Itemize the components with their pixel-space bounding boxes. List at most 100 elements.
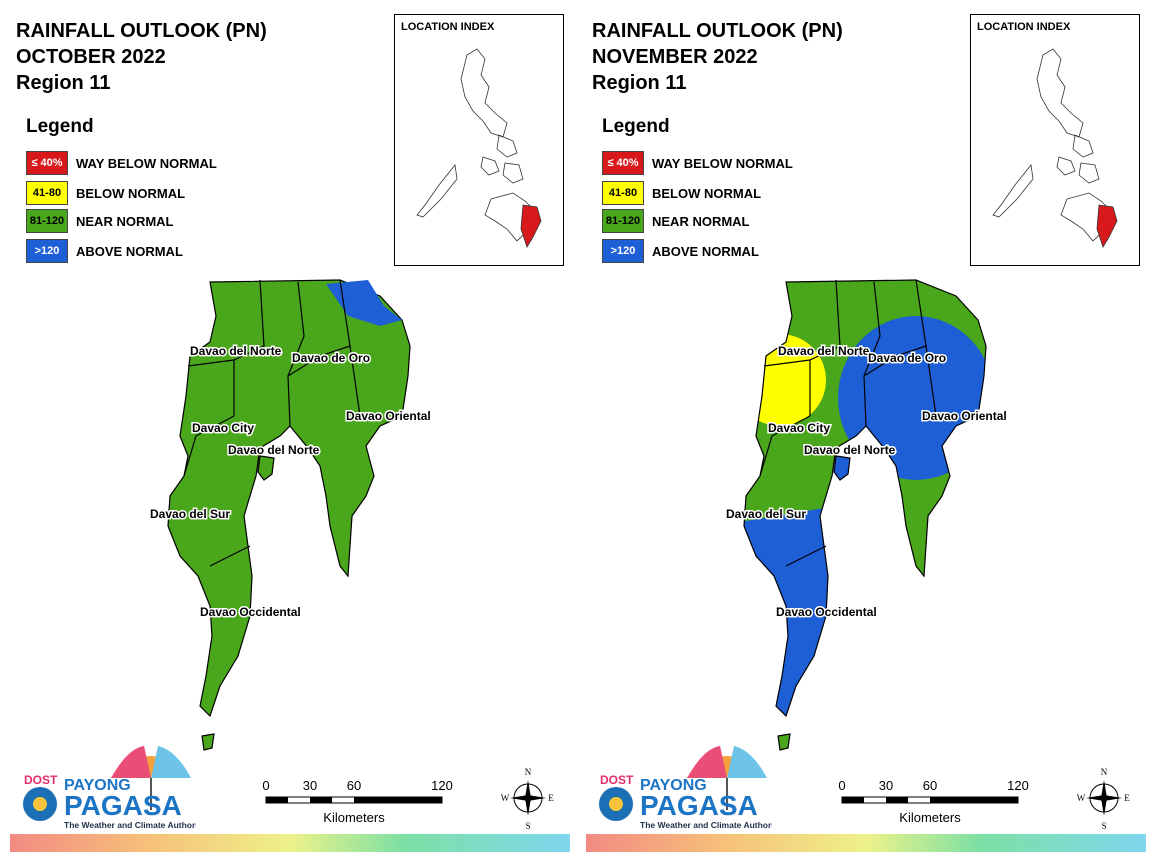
legend-item-near: 81-120 NEAR NORMAL: [602, 208, 750, 234]
inset-title: LOCATION INDEX: [977, 21, 1071, 33]
label-davao-de-oro: Davao de Oro: [292, 351, 370, 365]
label-davao-del-norte-2: Davao del Norte: [804, 443, 896, 457]
region-11-map: Davao del Norte Davao de Oro Davao Orien…: [149, 279, 430, 751]
legend-label: WAY BELOW NORMAL: [652, 155, 793, 171]
legend-swatch: 41-80: [602, 181, 644, 205]
label-davao-de-oro: Davao de Oro: [868, 351, 946, 365]
title-month: OCTOBER 2022: [16, 46, 166, 68]
scale-tick-30: 30: [303, 778, 317, 793]
legend-title: Legend: [602, 116, 670, 137]
title-line1: RAINFALL OUTLOOK (PN): [592, 20, 843, 42]
location-index-inset: LOCATION INDEX: [970, 14, 1140, 266]
province-borders: [759, 279, 937, 567]
above-normal-patch: [326, 280, 402, 326]
legend-label: BELOW NORMAL: [652, 185, 762, 201]
october-panel: RAINFALL OUTLOOK (PN) OCTOBER 2022 Regio…: [10, 14, 570, 852]
legend-swatch: ≤ 40%: [26, 151, 68, 175]
scale-tick-30: 30: [879, 778, 893, 793]
map-title: RAINFALL OUTLOOK (PN) NOVEMBER 2022 Regi…: [592, 18, 843, 96]
legend-label: NEAR NORMAL: [652, 213, 750, 229]
scale-tick-120: 120: [1007, 778, 1029, 793]
region-11-map: Davao del Norte Davao de Oro Davao Orien…: [725, 279, 1006, 751]
compass-n: N: [525, 767, 532, 777]
legend-title: Legend: [26, 116, 94, 137]
label-davao-oriental: Davao Oriental: [922, 409, 1006, 423]
logo-tagline: The Weather and Climate Authority: [64, 820, 196, 830]
inset-title: LOCATION INDEX: [401, 21, 495, 33]
legend-item-above: >120 ABOVE NORMAL: [26, 238, 183, 264]
label-davao-occidental: Davao Occidental: [200, 605, 301, 619]
scale-unit: Kilometers: [323, 810, 385, 825]
legend-swatch: ≤ 40%: [602, 151, 644, 175]
logo-dost: DOST: [24, 773, 58, 787]
compass-w: W: [1077, 793, 1086, 803]
umbrella-icon: DOST PAYONG PAGASA The Weather and Clima…: [23, 746, 205, 830]
samal-island: [257, 455, 275, 481]
legend-swatch: 41-80: [26, 181, 68, 205]
label-davao-oriental: Davao Oriental: [346, 409, 430, 423]
label-davao-del-norte-2: Davao del Norte: [228, 443, 320, 457]
logo-dost: DOST: [600, 773, 634, 787]
scale-bar: 0 30 60 120 Kilometers: [262, 778, 453, 825]
legend-item-near: 81-120 NEAR NORMAL: [26, 208, 174, 234]
location-index-inset: LOCATION INDEX: [394, 14, 564, 266]
scale-bar: 0 30 60 120 Kilometers: [838, 778, 1029, 825]
legend-label: ABOVE NORMAL: [652, 243, 759, 259]
map-title: RAINFALL OUTLOOK (PN) OCTOBER 2022 Regio…: [16, 18, 267, 96]
logo-pagasa: PAGASA: [640, 790, 758, 821]
map-landmass: [167, 279, 411, 718]
philippines-map: [416, 48, 542, 248]
pagasa-logo: DOST PAYONG PAGASA The Weather and Clima…: [16, 740, 205, 835]
legend-item-way-below: ≤ 40% WAY BELOW NORMAL: [26, 150, 217, 176]
samal-island: [833, 455, 851, 481]
legend-label: NEAR NORMAL: [76, 213, 174, 229]
title-region: Region 11: [592, 72, 687, 94]
footer-gradient-bar: [10, 834, 570, 852]
label-davao-city: Davao City: [192, 421, 254, 435]
title-month: NOVEMBER 2022: [592, 46, 758, 68]
scale-tick-60: 60: [347, 778, 361, 793]
scale-tick-0: 0: [262, 778, 269, 793]
philippines-map: [992, 48, 1118, 248]
legend-item-above: >120 ABOVE NORMAL: [602, 238, 759, 264]
title-line1: RAINFALL OUTLOOK (PN): [16, 20, 267, 42]
small-island: [201, 733, 215, 751]
legend-label: WAY BELOW NORMAL: [76, 155, 217, 171]
logo-pagasa: PAGASA: [64, 790, 182, 821]
legend-swatch: 81-120: [26, 209, 68, 233]
label-davao-occidental: Davao Occidental: [776, 605, 877, 619]
compass-n: N: [1101, 767, 1108, 777]
compass-s: S: [525, 821, 530, 831]
umbrella-icon: DOST PAYONG PAGASA The Weather and Clima…: [599, 746, 781, 830]
legend-label: ABOVE NORMAL: [76, 243, 183, 259]
logo-payong: PAYONG: [640, 777, 707, 794]
small-island: [777, 733, 791, 751]
scale-tick-120: 120: [431, 778, 453, 793]
label-davao-del-sur: Davao del Sur: [726, 507, 806, 521]
november-panel: RAINFALL OUTLOOK (PN) NOVEMBER 2022 Regi…: [576, 0, 1152, 864]
province-borders: [183, 279, 361, 567]
label-davao-del-norte: Davao del Norte: [190, 344, 282, 358]
legend-item-below: 41-80 BELOW NORMAL: [26, 180, 185, 206]
compass-s: S: [1101, 821, 1106, 831]
logo-payong: PAYONG: [64, 777, 131, 794]
logo-tagline: The Weather and Climate Authority: [640, 820, 772, 830]
compass-rose-icon: N S E W: [1077, 767, 1131, 831]
compass-e: E: [548, 793, 554, 803]
map-outline: [743, 279, 987, 718]
pagasa-logo: DOST PAYONG PAGASA The Weather and Clima…: [592, 740, 781, 835]
legend-label: BELOW NORMAL: [76, 185, 186, 201]
label-davao-del-sur: Davao del Sur: [150, 507, 230, 521]
label-davao-city: Davao City: [768, 421, 830, 435]
legend-item-way-below: ≤ 40% WAY BELOW NORMAL: [602, 150, 793, 176]
compass-rose-icon: N S E W: [501, 767, 555, 831]
above-normal-south: [744, 506, 846, 716]
compass-e: E: [1124, 793, 1130, 803]
scale-unit: Kilometers: [899, 810, 961, 825]
label-davao-del-norte: Davao del Norte: [778, 344, 870, 358]
compass-w: W: [501, 793, 510, 803]
title-region: Region 11: [16, 72, 111, 94]
scale-tick-0: 0: [838, 778, 845, 793]
footer-gradient-bar: [586, 834, 1146, 852]
legend-swatch: >120: [602, 239, 644, 263]
